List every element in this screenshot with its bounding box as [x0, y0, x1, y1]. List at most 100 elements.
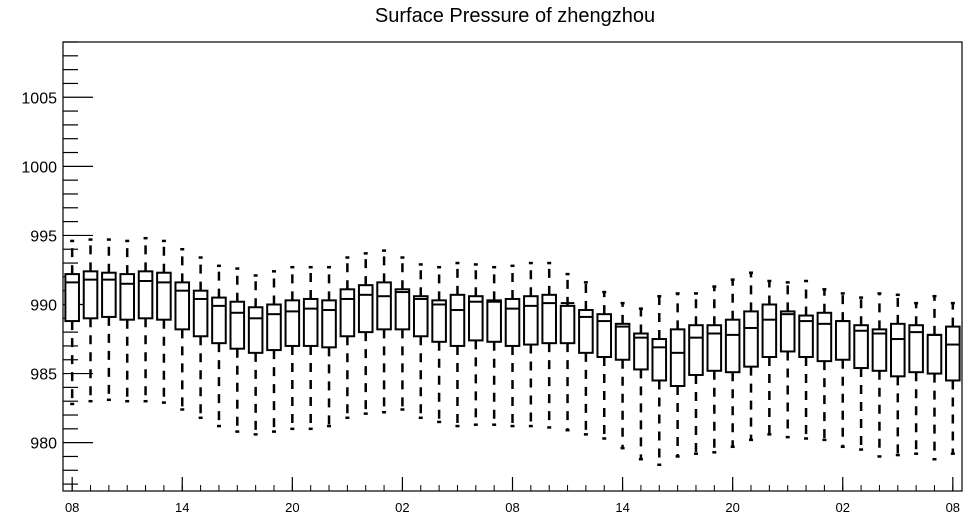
- x-tick-label: 02: [395, 500, 409, 515]
- y-tick-label: 1000: [21, 159, 57, 176]
- box-item: [468, 263, 484, 426]
- y-tick-label: 1005: [21, 90, 57, 107]
- box-item: [247, 274, 264, 436]
- box-item: [889, 293, 906, 457]
- iqr-box: [412, 295, 429, 338]
- box-item: [743, 271, 759, 442]
- x-tick-label: 08: [505, 500, 519, 515]
- box-item: [908, 301, 924, 455]
- iqr-box: [101, 271, 117, 318]
- box-item: [357, 252, 374, 415]
- iqr-box: [578, 309, 594, 354]
- iqr-box: [779, 310, 796, 353]
- iqr-box: [284, 299, 301, 347]
- iqr-box: [871, 328, 888, 372]
- box-item: [486, 265, 502, 426]
- box-item: [137, 236, 154, 403]
- iqr-box: [394, 288, 411, 331]
- iqr-box: [192, 289, 209, 338]
- box-item: [706, 285, 723, 454]
- x-tick-label: 08: [65, 500, 79, 515]
- iqr-box: [688, 324, 704, 376]
- iqr-box: [706, 324, 723, 372]
- iqr-box: [302, 297, 319, 347]
- y-tick-label: 990: [30, 297, 57, 314]
- iqr-box: [761, 303, 778, 358]
- iqr-box: [229, 300, 246, 350]
- box-item: [798, 279, 814, 440]
- iqr-box: [431, 299, 447, 343]
- x-tick-label: 14: [615, 500, 629, 515]
- iqr-box: [137, 270, 154, 320]
- box-item: [669, 292, 686, 458]
- box-item: [596, 290, 613, 440]
- iqr-box: [357, 284, 374, 334]
- iqr-box: [614, 322, 631, 361]
- iqr-box: [266, 303, 282, 352]
- box-item: [761, 279, 778, 436]
- box-item: [578, 281, 594, 436]
- iqr-box: [541, 293, 557, 345]
- box-item: [229, 267, 246, 433]
- iqr-box: [174, 281, 191, 331]
- iqr-box: [247, 306, 264, 354]
- box-item: [192, 256, 209, 420]
- iqr-box: [559, 304, 576, 345]
- box-series: [64, 236, 961, 467]
- iqr-box: [834, 320, 851, 361]
- box-item: [816, 288, 833, 442]
- box-item: [633, 307, 649, 461]
- box-item: [82, 238, 99, 403]
- box-item: [779, 281, 796, 439]
- y-tick-label: 980: [30, 436, 57, 453]
- y-tick-label: 995: [30, 228, 57, 245]
- box-item: [688, 292, 704, 455]
- iqr-box: [64, 273, 80, 323]
- iqr-box: [486, 299, 502, 343]
- box-item: [504, 264, 521, 428]
- chart-title: Surface Pressure of zhengzhou: [375, 5, 655, 27]
- box-item: [339, 256, 356, 420]
- iqr-box: [596, 313, 613, 358]
- y-axis: 980 985 990 995 1000 1005: [21, 41, 93, 485]
- x-axis: 08 14 20 02 08 14 20 02 08: [65, 477, 960, 515]
- iqr-box: [816, 311, 833, 363]
- iqr-box: [504, 297, 521, 347]
- box-item: [724, 278, 741, 449]
- box-item: [266, 270, 282, 433]
- box-item: [871, 292, 888, 458]
- iqr-box: [724, 318, 741, 374]
- box-item: [321, 265, 337, 428]
- box-item: [412, 263, 429, 420]
- box-item: [614, 301, 631, 450]
- box-item: [64, 239, 80, 406]
- x-tick-label: 08: [946, 500, 960, 515]
- iqr-box: [743, 310, 759, 368]
- x-tick-label: 02: [836, 500, 850, 515]
- x-tick-label: 20: [285, 500, 299, 515]
- box-item: [559, 272, 576, 432]
- iqr-box: [211, 296, 227, 345]
- x-tick-label: 14: [175, 500, 189, 515]
- box-item: [834, 292, 851, 449]
- box-item: [376, 249, 392, 414]
- iqr-box: [926, 333, 943, 375]
- iqr-box: [798, 314, 814, 358]
- box-item: [284, 265, 301, 431]
- box-item: [174, 247, 191, 411]
- box-item: [119, 239, 136, 403]
- box-item: [211, 264, 227, 428]
- iqr-box: [651, 338, 668, 382]
- box-item: [101, 238, 117, 402]
- box-item: [853, 296, 869, 451]
- y-tick-label: 985: [30, 367, 57, 384]
- iqr-box: [633, 332, 649, 371]
- box-item: [449, 261, 466, 428]
- iqr-box: [468, 295, 484, 342]
- box-item: [926, 294, 943, 461]
- iqr-box: [669, 328, 686, 388]
- box-item: [156, 239, 172, 404]
- iqr-box: [889, 322, 906, 378]
- iqr-box: [945, 325, 961, 382]
